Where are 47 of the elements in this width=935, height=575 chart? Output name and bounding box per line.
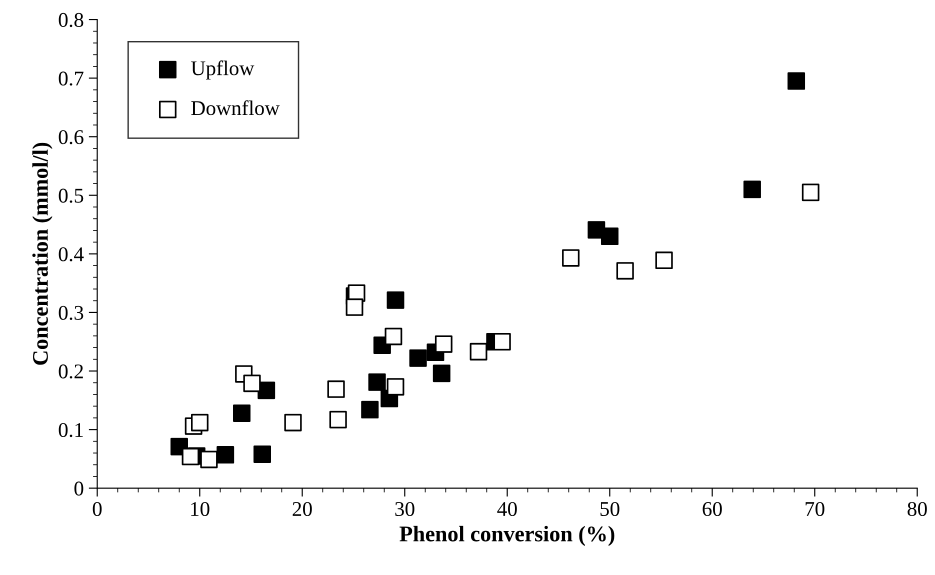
x-tick-label: 10: [191, 502, 210, 516]
point: [493, 332, 511, 350]
point: [200, 450, 218, 468]
y-tick-label: 0.6: [58, 130, 84, 144]
point: [182, 448, 200, 466]
point: [329, 410, 347, 428]
point: [434, 335, 452, 353]
point: [788, 72, 806, 90]
x-tick-label: 60: [702, 502, 722, 516]
x-tick-label: 0: [92, 502, 102, 516]
y-axis-title: Concentration (mmol/l): [32, 142, 52, 365]
y-tick-label: 0.2: [58, 364, 83, 379]
point: [243, 374, 261, 392]
point: [743, 180, 761, 198]
legend-label: Upflow: [191, 60, 254, 80]
point: [361, 400, 379, 418]
point: [346, 298, 364, 316]
point: [327, 380, 345, 398]
legend-label: Downflow: [191, 100, 280, 116]
x-tick-label: 20: [292, 502, 312, 516]
point: [368, 373, 386, 391]
y-tick-label: 0.8: [58, 12, 84, 28]
point: [616, 262, 634, 280]
y-tick-label: 0.3: [58, 306, 84, 320]
point: [233, 404, 251, 422]
point: [254, 445, 272, 463]
point: [409, 349, 427, 367]
x-tick-label: 70: [806, 502, 824, 516]
point: [216, 446, 234, 464]
point: [802, 184, 820, 202]
y-tick-label: 0.5: [58, 188, 84, 203]
x-tick-label: 50: [600, 502, 620, 516]
x-axis-title: Phenol conversion (%): [400, 526, 614, 546]
x-tick-label: 80: [908, 502, 927, 516]
y-tick-label: 0: [74, 482, 84, 496]
x-tick-label: 40: [497, 502, 517, 516]
y-tick-label: 0.1: [58, 422, 83, 438]
point: [600, 228, 618, 246]
point: [562, 249, 580, 267]
y-tick-label: 0.7: [58, 72, 84, 86]
y-tick-label: 0.4: [58, 247, 84, 262]
point: [432, 364, 450, 382]
point: [190, 414, 208, 432]
x-tick-label: 30: [395, 502, 414, 516]
point: [386, 378, 404, 396]
point: [384, 328, 402, 346]
point: [386, 291, 404, 309]
